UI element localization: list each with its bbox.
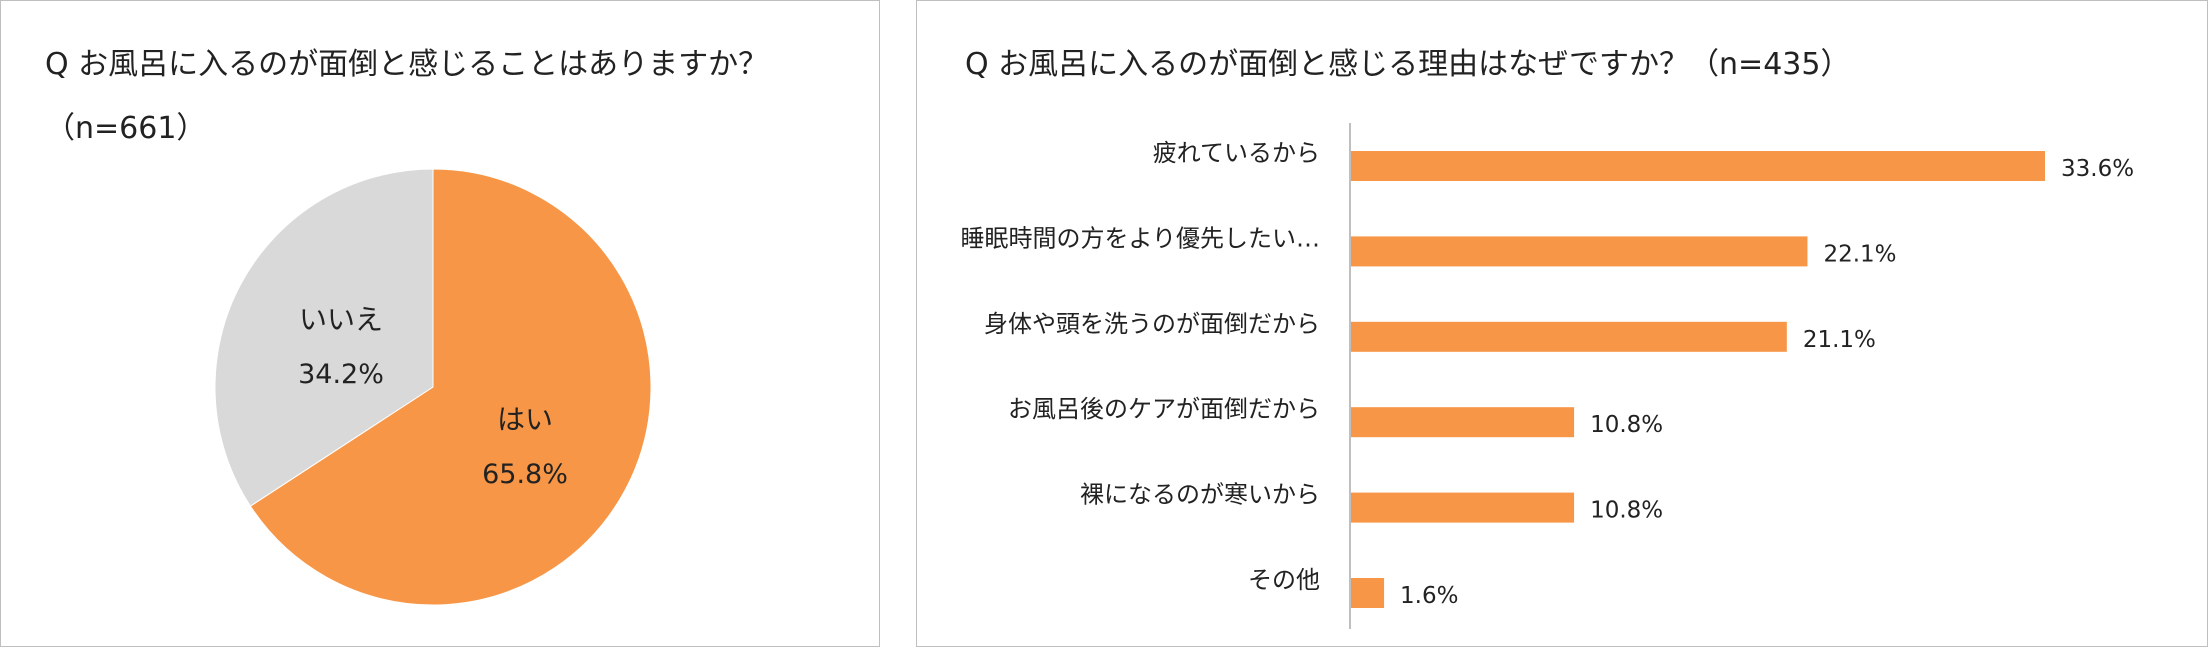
- bar-value-label: 21.1%: [1803, 327, 1876, 353]
- pie-slice-no: [214, 168, 434, 507]
- pie-slice-label: いいえ: [299, 303, 383, 336]
- category-label: 疲れているから: [1153, 139, 1320, 167]
- pie-slice-label: はい: [497, 403, 553, 436]
- pie-slice-value-label: 65.8%: [482, 459, 568, 490]
- category-label: お風呂後のケアが面倒だから: [1008, 395, 1320, 423]
- bar: [1351, 236, 1808, 267]
- bar-value-label: 33.6%: [2061, 156, 2134, 182]
- category-label: 裸になるのが寒いから: [1080, 481, 1320, 509]
- bar-chart-panel: Q お風呂に入るのが面倒と感じる理由はなぜですか？（n=435） 疲れているから…: [916, 0, 2208, 647]
- bar: [1351, 321, 1787, 352]
- pie-chart-panel: Q お風呂に入るのが面倒と感じることはありますか？ （n=661） はい 65.8…: [0, 0, 880, 647]
- category-label: 睡眠時間の方をより優先したい…: [960, 224, 1320, 252]
- bar: [1351, 151, 2045, 181]
- bar-value-label: 1.6%: [1400, 583, 1458, 609]
- pie-slice-yes: [249, 168, 652, 606]
- bar: [1351, 492, 1575, 523]
- pie-chart-sample-size: （n=661）: [45, 111, 207, 146]
- pie-chart-title: Q お風呂に入るのが面倒と感じることはありますか？: [45, 47, 769, 82]
- bar: [1351, 407, 1575, 438]
- bar-value-label: 10.8%: [1590, 498, 1663, 524]
- bar-chart-title: Q お風呂に入るのが面倒と感じる理由はなぜですか？（n=435）: [965, 47, 1851, 82]
- bar-value-label: 10.8%: [1590, 412, 1663, 438]
- category-label: 身体や頭を洗うのが面倒だから: [984, 310, 1320, 338]
- bar-chart: 疲れているから 33.6% 睡眠時間の方をより優先したい… 22.1% 身体や頭を洗うの…: [960, 123, 2134, 629]
- pie-slice-value-label: 34.2%: [298, 359, 384, 390]
- category-label: その他: [1248, 566, 1320, 594]
- bar-value-label: 22.1%: [1823, 241, 1896, 267]
- bar: [1351, 578, 1385, 608]
- pie-chart: はい 65.8% いいえ 34.2%: [214, 168, 652, 606]
